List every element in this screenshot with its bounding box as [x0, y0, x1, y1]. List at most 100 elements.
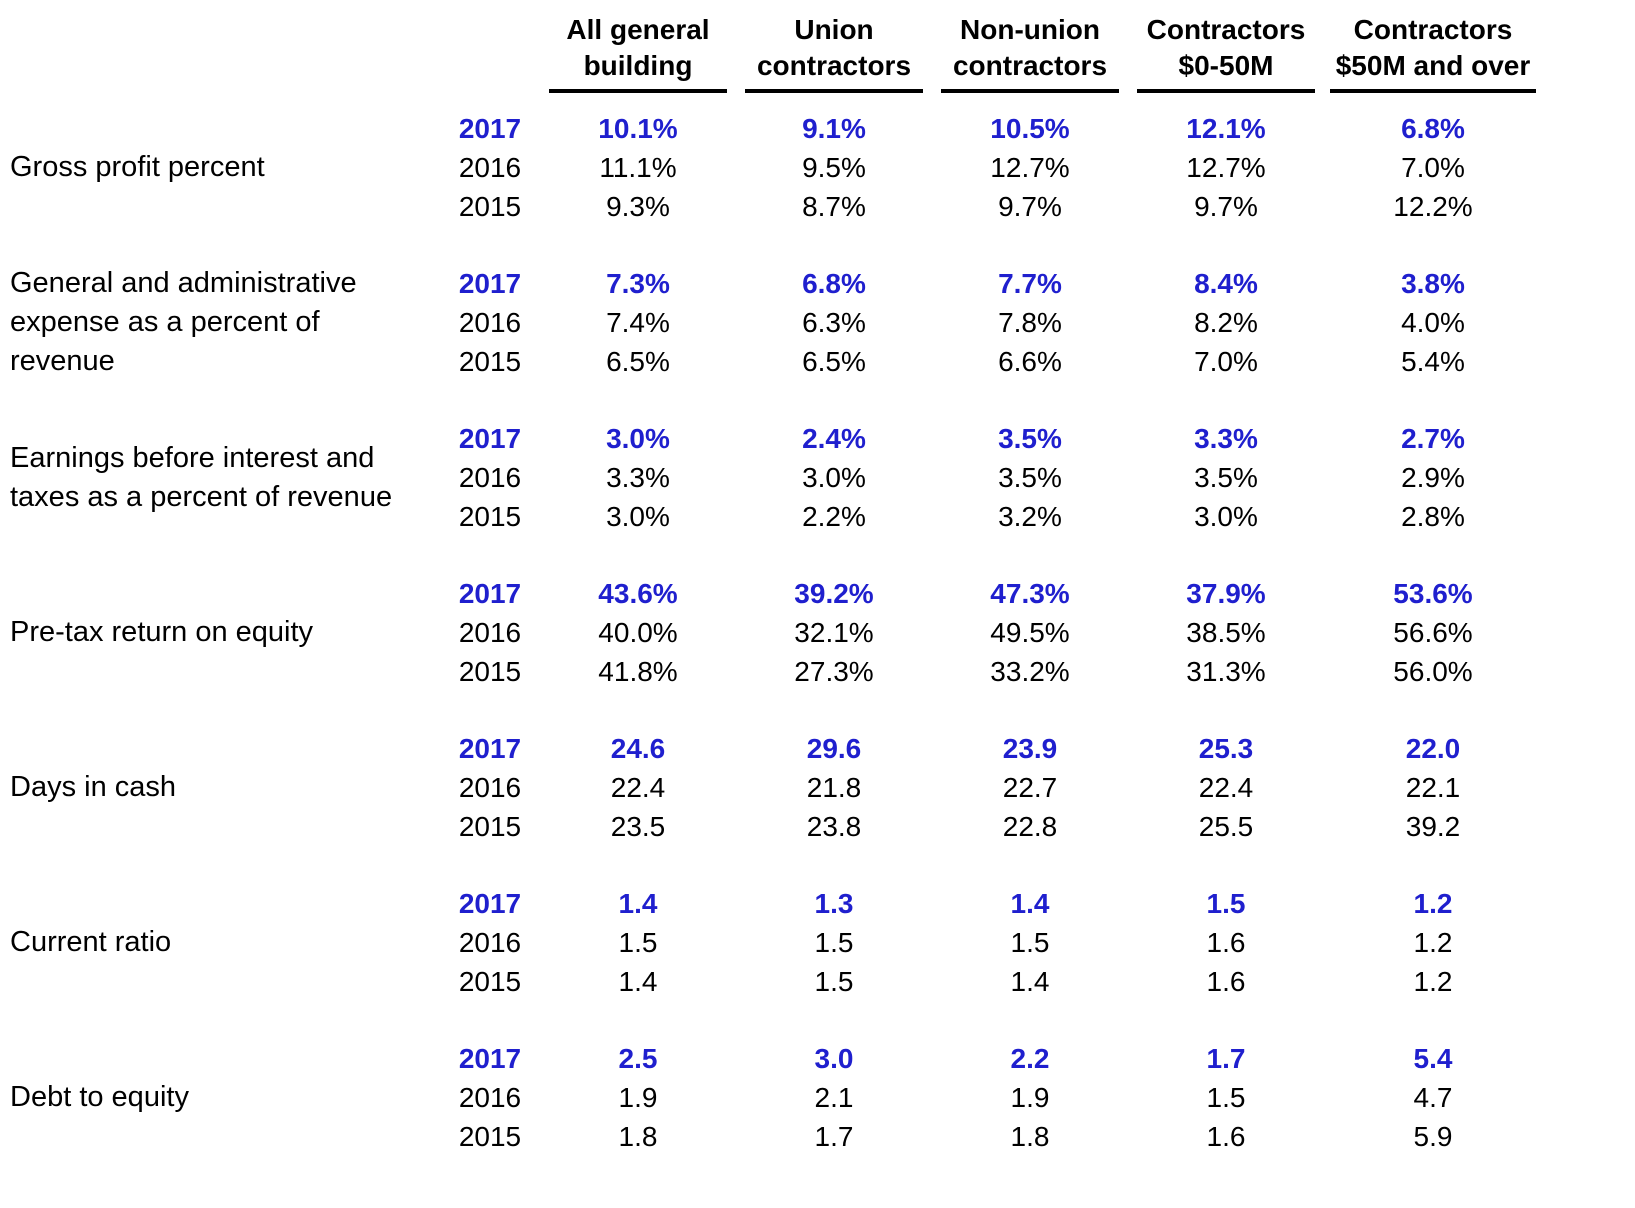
value-cell: 1.6	[1206, 966, 1246, 997]
value-cell: 27.3%	[794, 656, 874, 687]
metric-row: 2016 22.4 21.8 22.7 22.4 22.1	[10, 768, 1542, 807]
value-cell: 2.9%	[1401, 462, 1465, 493]
column-header-contractors-0-50m: Contractors $0-50M	[1128, 12, 1324, 93]
value-cell: 3.3%	[606, 462, 670, 493]
value-cell: 6.3%	[802, 307, 866, 338]
value-cell: 22.0	[1405, 733, 1461, 764]
metric-row: 2016 7.4% 6.3% 7.8% 8.2% 4.0%	[10, 303, 1542, 342]
year-cell: 2016	[458, 152, 522, 183]
value-cell: 2.2%	[802, 501, 866, 532]
year-cell: 2017	[458, 888, 522, 919]
year-cell: 2017	[458, 113, 522, 144]
value-cell: 3.3%	[1194, 423, 1258, 454]
value-cell: 1.4	[1010, 888, 1050, 919]
value-cell: 32.1%	[794, 617, 874, 648]
metric-row: 2016 1.9 2.1 1.9 1.5 4.7	[10, 1078, 1542, 1117]
metric-row: Days in cash 2017 24.6 29.6 23.9 25.3 22.0	[10, 729, 1542, 803]
value-cell: 31.3%	[1186, 656, 1266, 687]
value-cell: 22.1	[1405, 772, 1461, 803]
spacer-cell	[10, 381, 1542, 419]
value-cell: 3.5%	[998, 423, 1062, 454]
value-cell: 56.0%	[1393, 656, 1473, 687]
column-header-label: Non-union contractors	[941, 12, 1119, 93]
metric-row: 2015 23.5 23.8 22.8 25.5 39.2	[10, 807, 1542, 846]
value-cell: 7.3%	[606, 268, 670, 299]
value-cell: 4.0%	[1401, 307, 1465, 338]
value-cell: 3.5%	[998, 462, 1062, 493]
spacer-cell	[10, 93, 1542, 109]
value-cell: 39.2%	[794, 578, 874, 609]
value-cell: 1.2	[1413, 966, 1453, 997]
value-cell: 2.1	[814, 1082, 854, 1113]
metric-row: 2015 6.5% 6.5% 6.6% 7.0% 5.4%	[10, 342, 1542, 381]
value-cell: 21.8	[806, 772, 862, 803]
year-cell: 2017	[458, 268, 522, 299]
metric-row: 2015 3.0% 2.2% 3.2% 3.0% 2.8%	[10, 497, 1542, 536]
value-cell: 11.1%	[599, 152, 677, 183]
column-header-label: Contractors $0-50M	[1137, 12, 1315, 93]
value-cell: 22.4	[610, 772, 666, 803]
value-cell: 1.7	[1206, 1043, 1246, 1074]
value-cell: 25.5	[1198, 811, 1254, 842]
metric-row: Debt to equity 2017 2.5 3.0 2.2 1.7 5.4	[10, 1039, 1542, 1113]
year-cell: 2017	[458, 733, 522, 764]
year-cell: 2015	[458, 346, 522, 377]
year-cell: 2015	[458, 501, 522, 532]
value-cell: 37.9%	[1186, 578, 1266, 609]
metric-column-header-blank	[10, 12, 440, 93]
year-cell: 2015	[458, 1121, 522, 1152]
metric-row: Earnings before interest and taxes as a …	[10, 419, 1542, 513]
column-header-label: Union contractors	[745, 12, 923, 93]
value-cell: 10.5%	[990, 113, 1070, 144]
group-spacer	[10, 536, 1542, 574]
value-cell: 1.5	[814, 966, 854, 997]
value-cell: 1.5	[1206, 1082, 1246, 1113]
value-cell: 7.0%	[1194, 346, 1258, 377]
column-header-contractors-50m-over: Contractors $50M and over	[1324, 12, 1542, 93]
value-cell: 9.7%	[998, 191, 1062, 222]
metric-row: 2015 1.4 1.5 1.4 1.6 1.2	[10, 962, 1542, 1001]
year-cell: 2016	[458, 307, 522, 338]
value-cell: 7.4%	[606, 307, 670, 338]
metric-row: General and administrative expense as a …	[10, 264, 1542, 377]
group-spacer	[10, 381, 1542, 419]
year-cell: 2017	[458, 423, 522, 454]
spacer-cell	[10, 846, 1542, 884]
value-cell: 1.9	[1010, 1082, 1050, 1113]
value-cell: 39.2	[1405, 811, 1461, 842]
value-cell: 6.8%	[1401, 113, 1465, 144]
column-header-label: Contractors $50M and over	[1330, 12, 1536, 93]
column-header-label: All general building	[549, 12, 727, 93]
header-row: All general building Union contractors N…	[10, 12, 1542, 93]
value-cell: 2.2	[1010, 1043, 1050, 1074]
value-cell: 8.2%	[1194, 307, 1258, 338]
group-spacer	[10, 691, 1542, 729]
value-cell: 3.0	[814, 1043, 854, 1074]
value-cell: 12.7%	[1186, 152, 1266, 183]
value-cell: 10.1%	[598, 113, 678, 144]
value-cell: 8.7%	[802, 191, 866, 222]
value-cell: 12.7%	[990, 152, 1070, 183]
metric-row: 2016 3.3% 3.0% 3.5% 3.5% 2.9%	[10, 458, 1542, 497]
value-cell: 1.6	[1206, 927, 1246, 958]
column-header-non-union-contractors: Non-union contractors	[932, 12, 1128, 93]
metric-label: Pre-tax return on equity	[10, 616, 314, 648]
value-cell: 1.6	[1206, 1121, 1246, 1152]
metric-label: Gross profit percent	[10, 151, 265, 183]
value-cell: 56.6%	[1393, 617, 1473, 648]
value-cell: 53.6%	[1393, 578, 1473, 609]
value-cell: 1.5	[1010, 927, 1050, 958]
spacer-cell	[10, 536, 1542, 574]
value-cell: 6.6%	[998, 346, 1062, 377]
value-cell: 23.5	[610, 811, 666, 842]
year-cell: 2016	[458, 462, 522, 493]
value-cell: 12.2%	[1393, 191, 1473, 222]
metric-label: Days in cash	[10, 771, 177, 803]
value-cell: 5.9	[1413, 1121, 1453, 1152]
value-cell: 9.5%	[802, 152, 866, 183]
metric-row: 2016 40.0% 32.1% 49.5% 38.5% 56.6%	[10, 613, 1542, 652]
metric-row: 2016 11.1% 9.5% 12.7% 12.7% 7.0%	[10, 148, 1542, 187]
year-cell: 2015	[458, 656, 522, 687]
year-column-header-blank	[440, 12, 540, 93]
year-cell: 2015	[458, 811, 522, 842]
